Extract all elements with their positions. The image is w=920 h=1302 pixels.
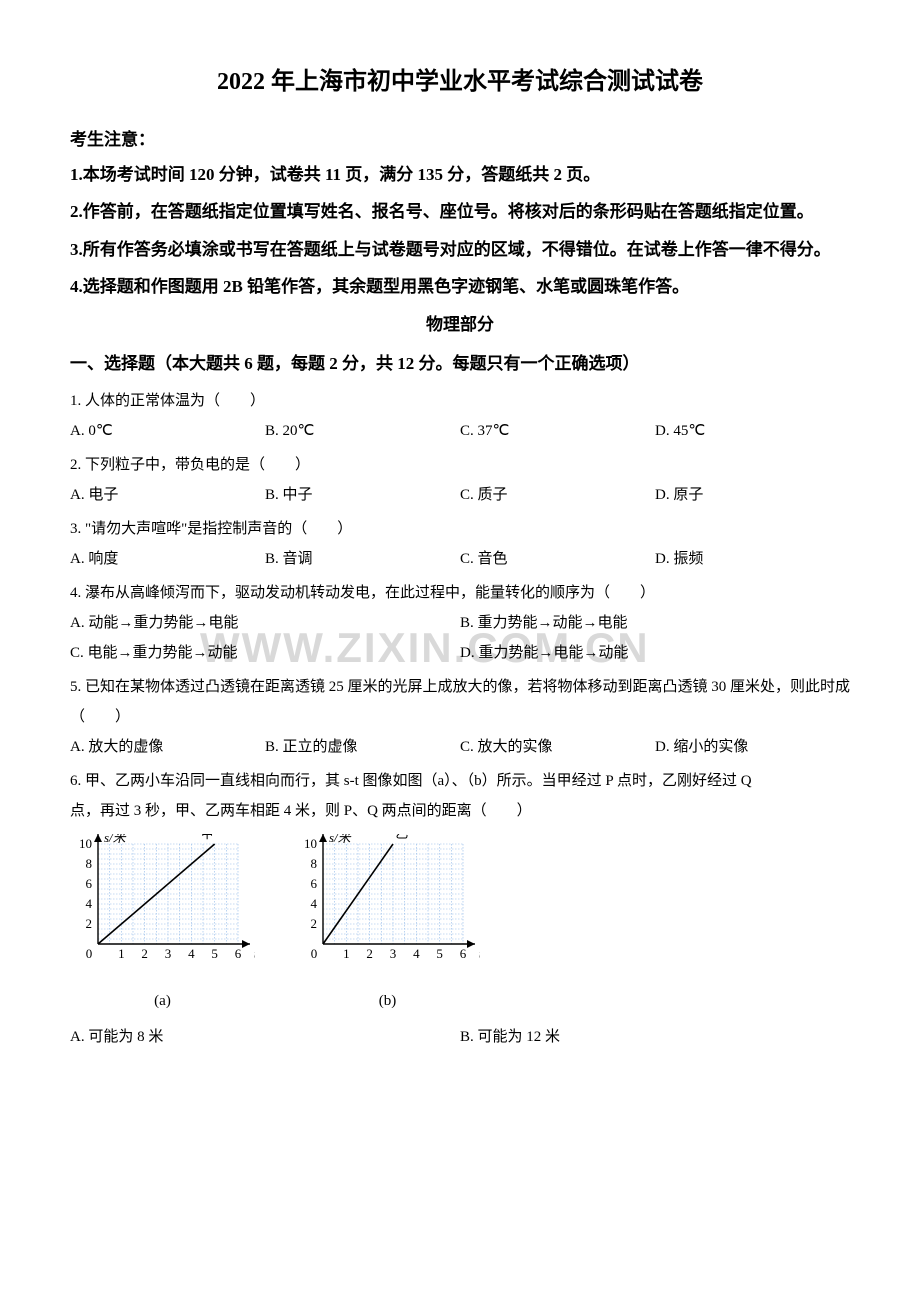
q6-opt-b: B. 可能为 12 米 bbox=[460, 1022, 850, 1052]
q2-opt-c: C. 质子 bbox=[460, 480, 655, 510]
q3-opt-b: B. 音调 bbox=[265, 544, 460, 574]
svg-text:6: 6 bbox=[235, 946, 242, 961]
q3-opt-a: A. 响度 bbox=[70, 544, 265, 574]
q5-opt-c: C. 放大的实像 bbox=[460, 732, 655, 762]
svg-text:1: 1 bbox=[118, 946, 125, 961]
svg-text:4: 4 bbox=[188, 946, 195, 961]
q6-stem-line2: 点，再过 3 秒，甲、乙两车相距 4 米，则 P、Q 两点间的距离（ ） bbox=[70, 796, 850, 826]
svg-text:4: 4 bbox=[413, 946, 420, 961]
q2-opt-b: B. 中子 bbox=[265, 480, 460, 510]
svg-text:1: 1 bbox=[343, 946, 350, 961]
section-title: 物理部分 bbox=[70, 309, 850, 341]
svg-text:4: 4 bbox=[86, 896, 93, 911]
q5-opt-d: D. 缩小的实像 bbox=[655, 732, 850, 762]
svg-text:s/米: s/米 bbox=[104, 834, 128, 845]
svg-text:8: 8 bbox=[311, 856, 318, 871]
q3-stem: 3. "请勿大声喧哗"是指控制声音的（ ） bbox=[70, 514, 850, 544]
svg-text:t/秒: t/秒 bbox=[254, 946, 255, 961]
notice-item: 1.本场考试时间 120 分钟，试卷共 11 页，满分 135 分，答题纸共 2… bbox=[70, 156, 850, 193]
q5-stem: 5. 已知在某物体透过凸透镜在距离透镜 25 厘米的光屏上成放大的像，若将物体移… bbox=[70, 672, 850, 732]
q4-opt-c: C. 电能→重力势能→动能 bbox=[70, 638, 460, 668]
svg-text:6: 6 bbox=[311, 876, 318, 891]
q4-opt-a: A. 动能→重力势能→电能 bbox=[70, 608, 460, 638]
svg-text:甲: 甲 bbox=[201, 834, 214, 841]
q4-opt-b: B. 重力势能→动能→电能 bbox=[460, 608, 850, 638]
svg-text:乙: 乙 bbox=[395, 834, 408, 841]
notice-item: 4.选择题和作图题用 2B 铅笔作答，其余题型用黑色字迹钢笔、水笔或圆珠笔作答。 bbox=[70, 268, 850, 305]
svg-text:10: 10 bbox=[304, 836, 317, 851]
svg-text:5: 5 bbox=[211, 946, 218, 961]
svg-text:s/米: s/米 bbox=[329, 834, 353, 845]
svg-text:6: 6 bbox=[460, 946, 467, 961]
chart-b: 0 1 2 3 4 5 6 2 4 6 8 10 t/秒 s/米 乙 bbox=[295, 834, 480, 974]
chart-a: 0 1 2 3 4 5 6 2 4 6 8 10 t/秒 s/米 甲 bbox=[70, 834, 255, 974]
notice-heading: 考生注意： bbox=[70, 124, 850, 156]
svg-text:t/秒: t/秒 bbox=[479, 946, 480, 961]
q1-opt-b: B. 20℃ bbox=[265, 416, 460, 446]
svg-text:2: 2 bbox=[311, 916, 318, 931]
q4-stem: 4. 瀑布从高峰倾泻而下，驱动发动机转动发电，在此过程中，能量转化的顺序为（ ） bbox=[70, 578, 850, 608]
q2-stem: 2. 下列粒子中，带负电的是（ ） bbox=[70, 450, 850, 480]
q3-opt-c: C. 音色 bbox=[460, 544, 655, 574]
svg-text:6: 6 bbox=[86, 876, 93, 891]
q6-opt-a: A. 可能为 8 米 bbox=[70, 1022, 460, 1052]
q3-opt-d: D. 振频 bbox=[655, 544, 850, 574]
svg-text:2: 2 bbox=[141, 946, 148, 961]
q5-opt-b: B. 正立的虚像 bbox=[265, 732, 460, 762]
notice-item: 3.所有作答务必填涂或书写在答题纸上与试卷题号对应的区域，不得错位。在试卷上作答… bbox=[70, 231, 850, 268]
svg-text:2: 2 bbox=[86, 916, 93, 931]
notice-item: 2.作答前，在答题纸指定位置填写姓名、报名号、座位号。将核对后的条形码贴在答题纸… bbox=[70, 193, 850, 230]
q1-opt-d: D. 45℃ bbox=[655, 416, 850, 446]
chart-b-caption: (b) bbox=[295, 987, 480, 1016]
chart-a-caption: (a) bbox=[70, 987, 255, 1016]
svg-text:0: 0 bbox=[311, 946, 318, 961]
svg-text:2: 2 bbox=[366, 946, 373, 961]
svg-text:3: 3 bbox=[390, 946, 397, 961]
q1-opt-c: C. 37℃ bbox=[460, 416, 655, 446]
svg-text:5: 5 bbox=[436, 946, 443, 961]
svg-text:10: 10 bbox=[79, 836, 92, 851]
svg-text:0: 0 bbox=[86, 946, 93, 961]
q5-opt-a: A. 放大的虚像 bbox=[70, 732, 265, 762]
page-title: 2022 年上海市初中学业水平考试综合测试试卷 bbox=[70, 60, 850, 106]
svg-text:4: 4 bbox=[311, 896, 318, 911]
q2-opt-a: A. 电子 bbox=[70, 480, 265, 510]
svg-text:8: 8 bbox=[86, 856, 93, 871]
q2-opt-d: D. 原子 bbox=[655, 480, 850, 510]
part-heading: 一、选择题（本大题共 6 题，每题 2 分，共 12 分。每题只有一个正确选项） bbox=[70, 348, 850, 380]
q1-opt-a: A. 0℃ bbox=[70, 416, 265, 446]
q6-stem-line1: 6. 甲、乙两小车沿同一直线相向而行，其 s-t 图像如图（a）、（b）所示。当… bbox=[70, 766, 850, 796]
q4-opt-d: D. 重力势能→电能→动能 bbox=[460, 638, 850, 668]
q1-stem: 1. 人体的正常体温为（ ） bbox=[70, 386, 850, 416]
svg-text:3: 3 bbox=[165, 946, 172, 961]
